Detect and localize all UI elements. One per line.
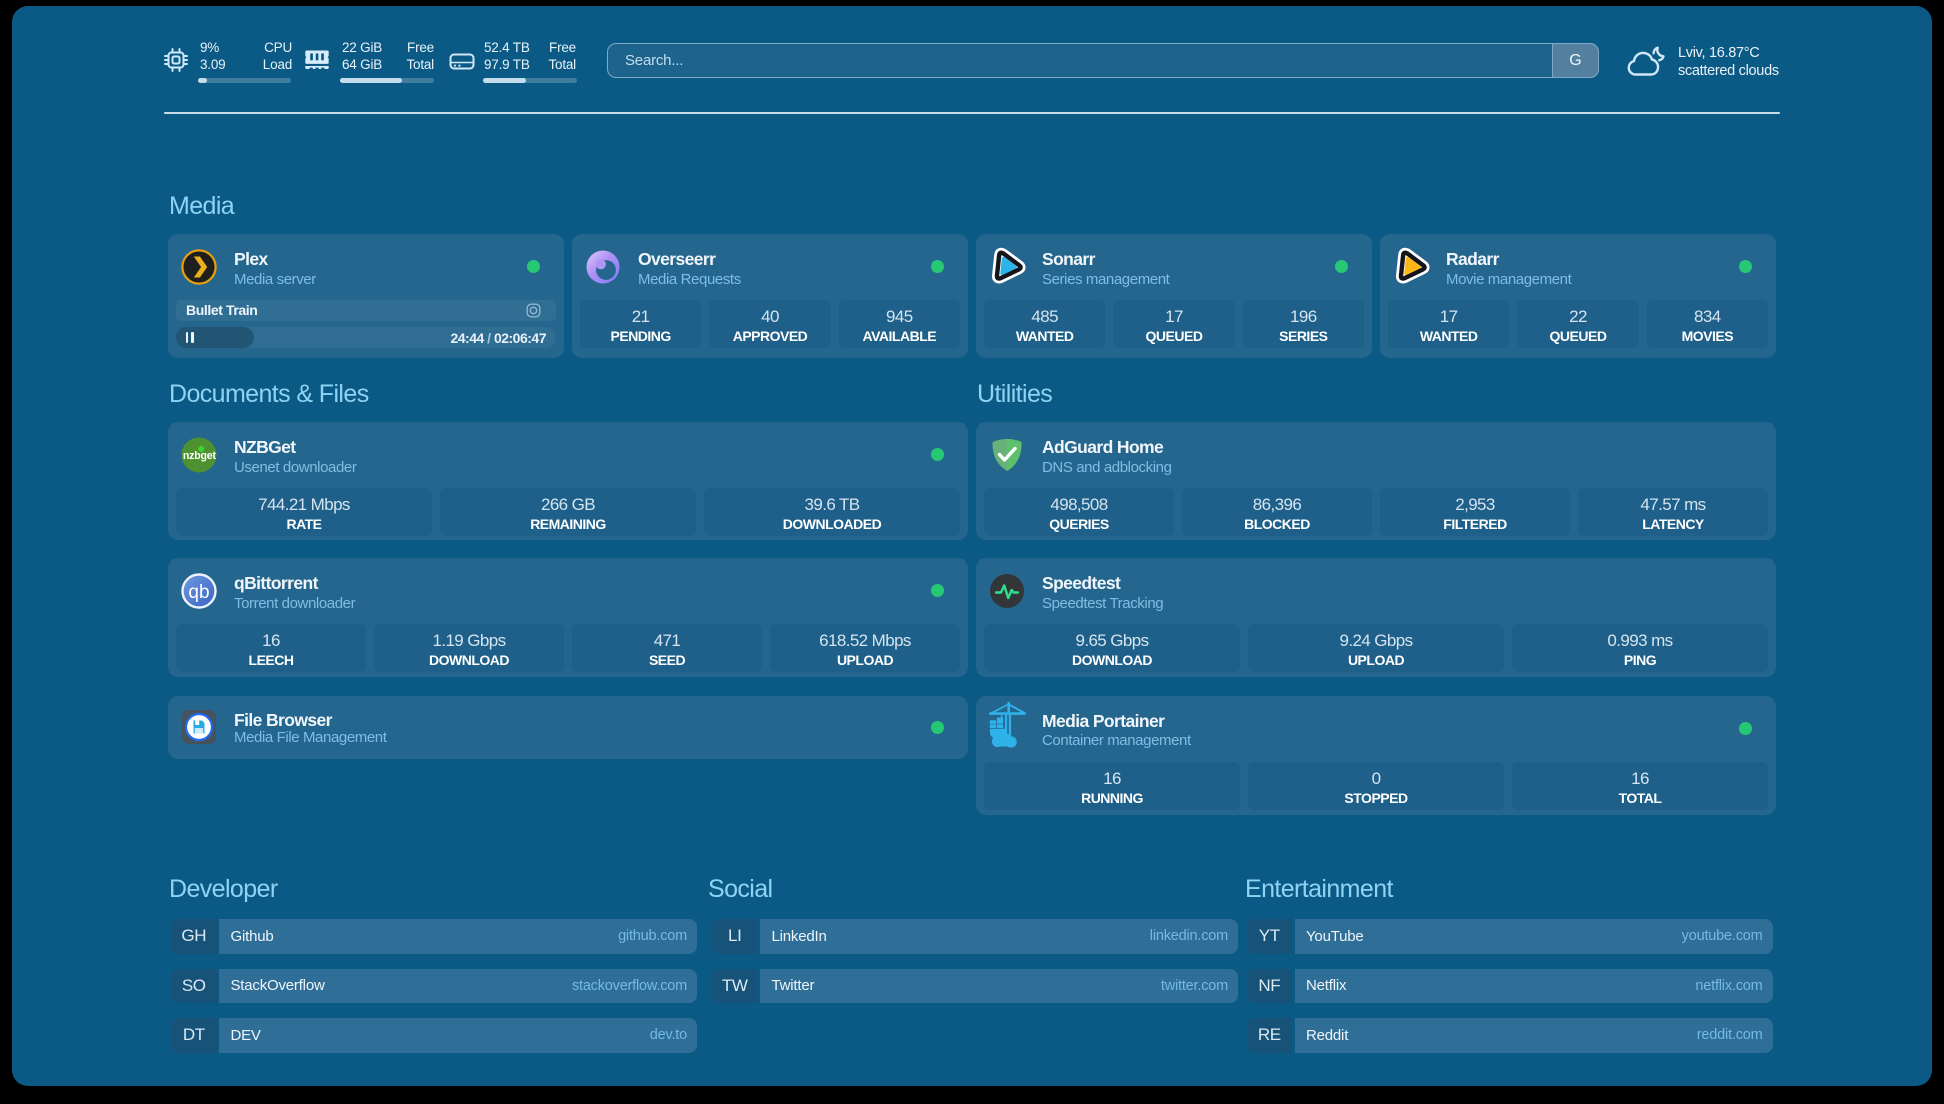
svg-text:nzbget: nzbget — [183, 450, 217, 462]
svg-text:qb: qb — [188, 582, 209, 603]
